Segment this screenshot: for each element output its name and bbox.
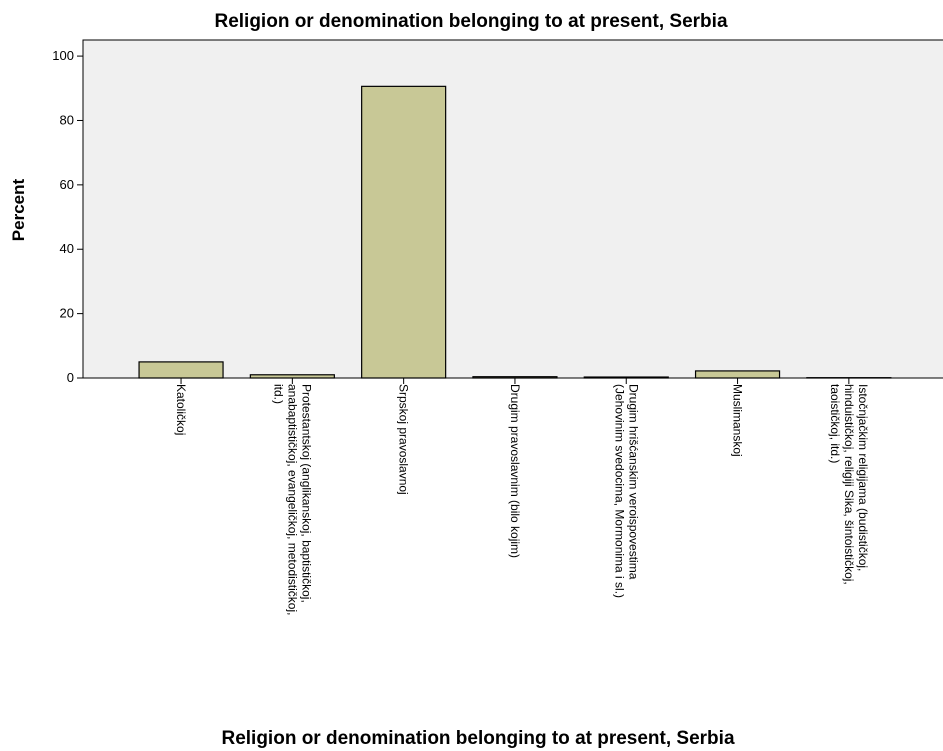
x-tick-label-line: Istočnjačkim religijama (budističkoj, — [856, 384, 870, 571]
x-tick-label-line: Srpskoj pravoslavnoj — [397, 384, 411, 495]
x-tick-label-line: Drugim hrišćanskim veroispovestima — [626, 384, 640, 580]
x-tick-label-line: itd.) — [271, 384, 285, 404]
x-tick-label: Istočnjačkim religijama (budističkoj,hin… — [828, 384, 870, 585]
y-tick-label: 20 — [60, 306, 74, 321]
x-tick-label-line: taoističkoj, itd.) — [828, 384, 842, 463]
x-tick-label: Protestantskoj (anglikanskoj, baptističk… — [271, 384, 313, 615]
bar — [472, 376, 558, 379]
x-tick-label: Drugim pravoslavnim (bilo kojim) — [508, 384, 522, 558]
bar — [583, 376, 669, 379]
y-tick-label: 40 — [60, 241, 74, 256]
x-tick-label-line: Drugim pravoslavnim (bilo kojim) — [508, 384, 522, 558]
y-tick-label: 60 — [60, 177, 74, 192]
x-tick-label: Drugim hrišćanskim veroispovestima(Jehov… — [612, 384, 640, 598]
y-tick-label: 100 — [52, 48, 74, 63]
x-tick-label: Srpskoj pravoslavnoj — [397, 384, 411, 495]
bar — [249, 374, 335, 379]
x-tick-label-line: Katoličkoj — [174, 384, 188, 435]
bar — [138, 361, 224, 379]
y-tick-label: 80 — [60, 112, 74, 127]
x-tick-label-line: Protestantskoj (anglikanskoj, baptističk… — [299, 384, 313, 603]
chart-title: Religion or denomination belonging to at… — [214, 11, 727, 32]
x-tick-label-line: (Jehovinim svedocima, Mormonima i sl.) — [612, 384, 626, 598]
x-tick-label-line: Muslimanskoj — [731, 384, 745, 457]
bar — [694, 370, 781, 379]
x-axis-title: Religion or denomination belonging to at… — [221, 728, 734, 749]
plot-area — [82, 39, 943, 379]
x-tick-label-line: anabaptističkoj, evangeličkoj, metodisti… — [285, 384, 299, 615]
x-tick-label: Muslimanskoj — [731, 384, 745, 457]
bar — [361, 85, 447, 379]
y-tick-label: 0 — [67, 370, 74, 385]
x-tick-label-line: hinduističkoj, religiji Sika, šintoistič… — [842, 384, 856, 585]
y-axis-title: Percent — [9, 178, 28, 241]
x-tick-label: Katoličkoj — [174, 384, 188, 435]
